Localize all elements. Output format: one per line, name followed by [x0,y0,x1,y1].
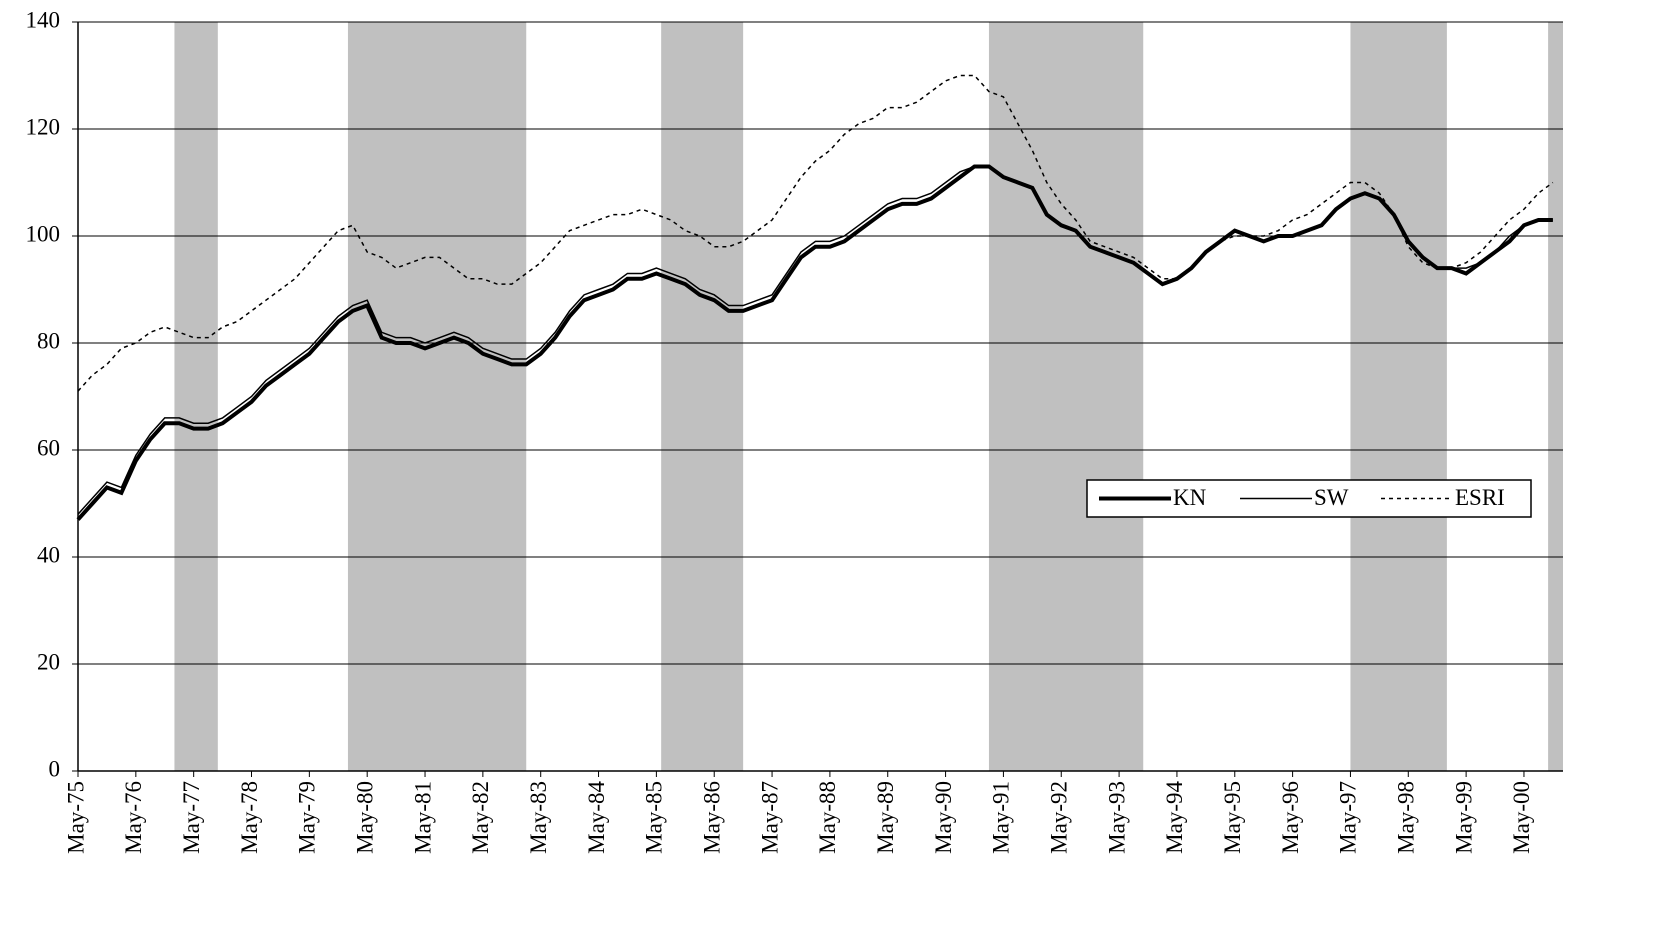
x-tick-label: May-79 [295,781,320,854]
x-tick-label: May-93 [1104,781,1129,854]
x-tick-label: May-96 [1278,781,1303,854]
shaded-period [1548,22,1563,771]
x-tick-label: May-99 [1451,781,1476,854]
x-tick-label: May-86 [700,781,725,854]
x-tick-label: May-77 [179,781,204,854]
x-tick-label: May-82 [468,781,493,854]
x-tick-label: May-87 [757,781,782,854]
shaded-period [1350,22,1447,771]
x-tick-label: May-88 [815,781,840,854]
y-tick-label: 100 [26,221,61,246]
series-line [77,74,1554,392]
legend-label: SW [1314,485,1349,510]
x-tick-label: May-91 [989,781,1014,854]
x-tick-label: May-94 [1162,781,1187,854]
y-tick-label: 80 [37,328,60,353]
x-tick-label: May-85 [642,781,667,854]
y-tick-label: 20 [37,649,60,674]
x-tick-label: May-76 [121,781,146,854]
legend-label: KN [1173,485,1207,510]
x-tick-label: May-78 [237,781,262,854]
x-tick-label: May-83 [526,781,551,854]
x-tick-label: May-92 [1047,781,1072,854]
x-tick-label: May-00 [1509,781,1534,854]
x-tick-label: May-95 [1220,781,1245,854]
x-tick-label: May-98 [1394,781,1419,854]
x-tick-label: May-97 [1336,781,1361,854]
shaded-period [347,22,527,771]
x-tick-label: May-84 [584,781,609,854]
x-tick-label: May-80 [352,781,377,854]
y-tick-label: 120 [26,114,61,139]
x-tick-label: May-90 [931,781,956,854]
x-tick-label: May-75 [63,781,88,854]
legend-label: ESRI [1455,485,1505,510]
y-tick-label: 60 [37,435,60,460]
shaded-period [988,22,1144,771]
y-tick-label: 40 [37,542,60,567]
series-line [77,165,1553,515]
shaded-period [661,22,744,771]
y-tick-label: 0 [49,756,61,781]
shaded-period [174,22,218,771]
x-tick-label: May-89 [873,781,898,854]
y-tick-label: 140 [26,7,61,32]
x-tick-label: May-81 [410,781,435,854]
